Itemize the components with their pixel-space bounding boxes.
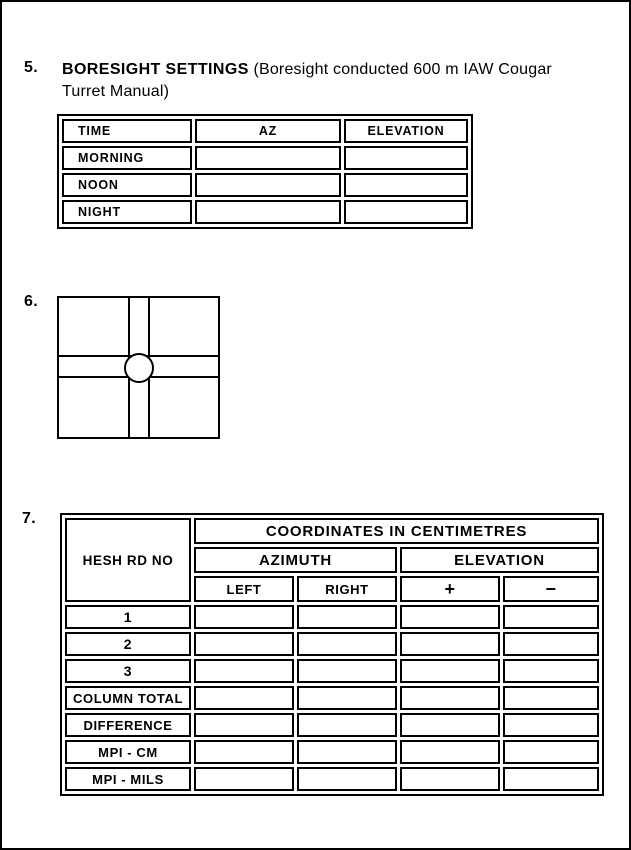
blank-cell — [297, 686, 397, 710]
blank-cell — [194, 686, 294, 710]
row-label-column-total: COLUMN TOTAL — [65, 686, 191, 710]
blank-cell — [400, 659, 500, 683]
blank-cell — [503, 632, 599, 656]
item-7-number: 7. — [22, 510, 36, 527]
blank-cell — [194, 659, 294, 683]
blank-cell — [195, 200, 341, 224]
row-label-difference: DIFFERENCE — [65, 713, 191, 737]
table-row-mpi-cm: MPI - CM — [65, 740, 599, 764]
header-row: TIME AZ ELEVATION — [62, 119, 468, 143]
table-row-noon: NOON — [62, 173, 468, 197]
blank-cell — [297, 605, 397, 629]
section-subtitle-line2: Turret Manual) — [62, 83, 170, 100]
blank-cell — [195, 173, 341, 197]
blank-cell — [503, 713, 599, 737]
sub-header-left: LEFT — [194, 576, 294, 602]
crosshair-center-circle — [124, 353, 154, 383]
table-row-round-3: 3 — [65, 659, 599, 683]
row-label-3: 3 — [65, 659, 191, 683]
blank-cell — [195, 146, 341, 170]
group-header-elevation: ELEVATION — [400, 547, 599, 573]
row-label-morning: MORNING — [62, 146, 192, 170]
row-label-1: 1 — [65, 605, 191, 629]
col-header-hesh-rd-no: HESH RD NO — [65, 518, 191, 602]
blank-cell — [400, 686, 500, 710]
blank-cell — [297, 713, 397, 737]
blank-cell — [344, 173, 468, 197]
blank-cell — [194, 632, 294, 656]
coordinates-table: HESH RD NO COORDINATES IN CENTIMETRES AZ… — [60, 513, 604, 796]
table-row-round-2: 2 — [65, 632, 599, 656]
blank-cell — [503, 767, 599, 791]
header-row-groups: AZIMUTH ELEVATION — [65, 547, 599, 573]
item-6-number: 6. — [24, 293, 38, 310]
blank-cell — [400, 767, 500, 791]
blank-cell — [194, 605, 294, 629]
row-label-mpi-mils: MPI - MILS — [65, 767, 191, 791]
blank-cell — [194, 713, 294, 737]
table-row-mpi-mils: MPI - MILS — [65, 767, 599, 791]
blank-cell — [297, 632, 397, 656]
blank-cell — [503, 605, 599, 629]
blank-cell — [297, 767, 397, 791]
blank-cell — [344, 200, 468, 224]
sub-header-minus: − — [503, 576, 599, 602]
group-header-azimuth: AZIMUTH — [194, 547, 397, 573]
blank-cell — [400, 605, 500, 629]
header-row-subs: LEFT RIGHT + − — [65, 576, 599, 602]
header-row-title: HESH RD NO COORDINATES IN CENTIMETRES — [65, 518, 599, 602]
boresight-settings-table: TIME AZ ELEVATION MORNING NOON NIGHT — [57, 114, 473, 229]
blank-cell — [400, 713, 500, 737]
blank-cell — [344, 146, 468, 170]
blank-cell — [503, 659, 599, 683]
row-label-night: NIGHT — [62, 200, 192, 224]
item-5-number: 5. — [24, 59, 38, 76]
item-5-heading: BORESIGHT SETTINGS (Boresight conducted … — [62, 59, 607, 103]
row-label-mpi-cm: MPI - CM — [65, 740, 191, 764]
boresight-target-diagram — [57, 296, 220, 439]
table-row-column-total: COLUMN TOTAL — [65, 686, 599, 710]
table-row-morning: MORNING — [62, 146, 468, 170]
sub-header-plus: + — [400, 576, 500, 602]
table-row-night: NIGHT — [62, 200, 468, 224]
table-row-difference: DIFFERENCE — [65, 713, 599, 737]
col-header-elevation: ELEVATION — [344, 119, 468, 143]
blank-cell — [503, 740, 599, 764]
blank-cell — [400, 632, 500, 656]
row-label-2: 2 — [65, 632, 191, 656]
blank-cell — [194, 767, 294, 791]
table-title: COORDINATES IN CENTIMETRES — [194, 518, 599, 544]
col-header-time: TIME — [62, 119, 192, 143]
col-header-az: AZ — [195, 119, 341, 143]
section-subtitle-line1: (Boresight conducted 600 m IAW Cougar — [253, 61, 552, 78]
table-row-round-1: 1 — [65, 605, 599, 629]
blank-cell — [400, 740, 500, 764]
blank-cell — [297, 740, 397, 764]
blank-cell — [503, 686, 599, 710]
sub-header-right: RIGHT — [297, 576, 397, 602]
blank-cell — [297, 659, 397, 683]
row-label-noon: NOON — [62, 173, 192, 197]
section-title: BORESIGHT SETTINGS — [62, 61, 249, 78]
blank-cell — [194, 740, 294, 764]
